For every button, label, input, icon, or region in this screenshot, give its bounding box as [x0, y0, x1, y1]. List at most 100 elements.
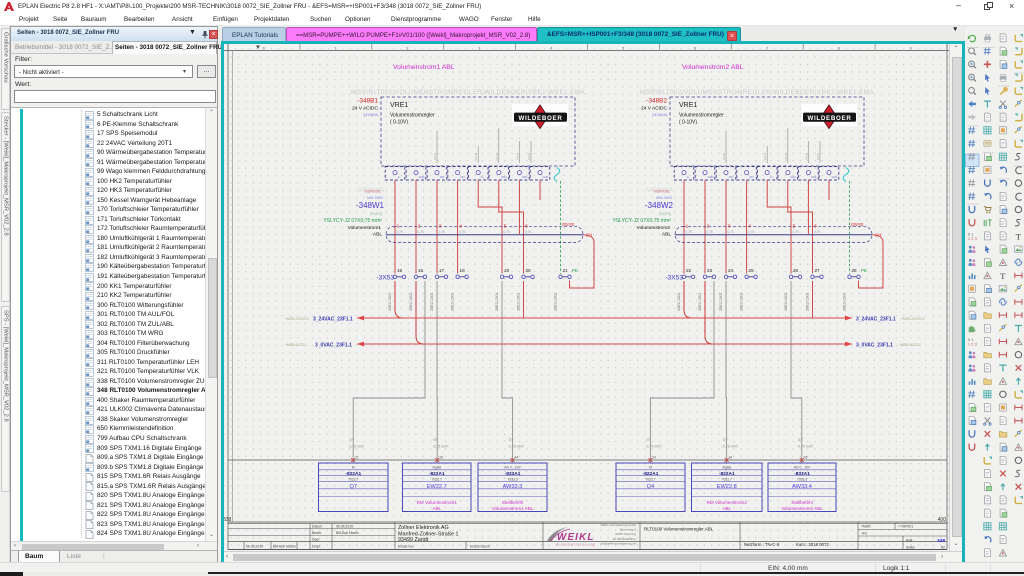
svg-text:20E2-1301: 20E2-1301: [451, 292, 455, 311]
svg-text:5: 5: [793, 223, 796, 229]
svg-text:GND: GND: [419, 175, 425, 179]
svg-text:2: 2: [707, 223, 710, 229]
svg-text:-348W2: -348W2: [645, 201, 674, 210]
svg-text:Stellbefehl: Stellbefehl: [791, 500, 812, 505]
svg-text:GN2: GN2: [501, 175, 507, 179]
svg-text:Volumenstrom1 ABL: Volumenstrom1 ABL: [492, 506, 534, 511]
svg-text:10V: 10V: [729, 175, 734, 179]
svg-text:7033.3: 7033.3: [507, 478, 517, 482]
svg-text:1+: 1+: [687, 175, 690, 179]
svg-text:93455 Traitsching: 93455 Traitsching: [616, 532, 637, 536]
svg-text:7022.7: 7022.7: [722, 478, 732, 482]
svg-text:Vol.str: Vol.str: [804, 153, 808, 160]
svg-text:YSLYCY-JZ 07X0,75 mm²: YSLYCY-JZ 07X0,75 mm²: [612, 218, 671, 224]
svg-text:RM Volumenstrom1: RM Volumenstrom1: [417, 500, 458, 505]
svg-text:3_0VAC_23F1.1: 3_0VAC_23F1.1: [856, 342, 893, 348]
svg-text:V+: V+: [481, 175, 485, 179]
svg-text:3: 3: [478, 45, 481, 50]
svg-text:WILDEBOER: WILDEBOER: [807, 115, 851, 122]
svg-text:20E2-1301: 20E2-1301: [495, 292, 499, 311]
svg-text:Tel: 09974/394930-0: Tel: 09974/394930-0: [612, 537, 636, 541]
svg-text:6: 6: [525, 223, 528, 229]
svg-text:Q4: Q4: [647, 484, 654, 490]
svg-text:Vol.str: Vol.str: [474, 153, 478, 160]
svg-text:YSLYCY-JZ 07X0,75 mm²: YSLYCY-JZ 07X0,75 mm²: [323, 218, 382, 224]
svg-text:Stellbefehl: Stellbefehl: [502, 500, 523, 505]
svg-text:Gepr.: Gepr.: [312, 537, 320, 541]
svg-text:2: 2: [418, 223, 421, 229]
svg-text:3: 3: [728, 223, 731, 229]
svg-text:Volumenstrom1: Volumenstrom1: [348, 225, 382, 231]
svg-text:0,75: 0,75: [504, 230, 510, 234]
svg-text:SH: SH: [875, 233, 881, 238]
svg-text:20E2-1301: 20E2-1301: [517, 292, 521, 311]
svg-text:Vol.str: Vol.str: [784, 153, 788, 160]
svg-text:24 V AC/DC: 24 V AC/DC: [352, 106, 378, 112]
svg-text:GN2: GN2: [790, 175, 796, 179]
svg-text:-348W1: -348W1: [356, 201, 385, 210]
svg-text:20E2-1301: 20E2-1301: [677, 292, 681, 311]
svg-text:VAWм/A: VAWм/A: [646, 187, 673, 194]
svg-text:0,75: 0,75: [707, 230, 713, 234]
svg-text:+MSR-24V/23.2: +MSR-24V/23.2: [901, 317, 925, 321]
svg-text:3_0VAC_23F1.1: 3_0VAC_23F1.1: [315, 342, 352, 348]
svg-text:GN3: GN3: [522, 175, 528, 179]
svg-text:BM-Bori Martin: BM-Bori Martin: [273, 545, 296, 549]
svg-text:0,75 mm²: 0,75 mm²: [646, 445, 662, 449]
svg-text:46: 46: [804, 456, 808, 460]
svg-text:Vol.str: Vol.str: [763, 153, 767, 160]
svg-text:0,75: 0,75: [814, 230, 820, 234]
svg-text:VRE1: VRE1: [679, 102, 697, 109]
svg-text:Blatt: Blatt: [906, 539, 912, 543]
svg-text:Bearb.: Bearb.: [312, 531, 322, 535]
svg-text:Volumenstrom2 ABL: Volumenstrom2 ABL: [682, 64, 744, 71]
svg-text:=MSR: =MSR: [861, 525, 871, 529]
svg-text:-833A1: -833A1: [794, 471, 810, 477]
svg-text:0,75 mm²: 0,75 mm²: [349, 445, 365, 449]
svg-text:-348B1: -348B1: [357, 98, 378, 105]
svg-text:AO 0...10V: AO 0...10V: [504, 466, 521, 470]
svg-text:Datum: Datum: [312, 525, 322, 529]
svg-text:24V/8VA: 24V/8VA: [652, 113, 667, 117]
svg-text:-822A1: -822A1: [719, 471, 735, 477]
svg-text:-822A1: -822A1: [345, 471, 361, 477]
svg-text:PE: PE: [572, 268, 578, 273]
svg-text:AO 0...10V: AO 0...10V: [794, 466, 811, 470]
svg-text:20E2-1301: 20E2-1301: [430, 292, 434, 311]
svg-text:AW33.4: AW33.4: [792, 484, 812, 490]
svg-text:ABL: ABL: [662, 232, 671, 238]
svg-text:Kom.: 3018 0072: Kom.: 3018 0072: [796, 542, 829, 547]
svg-text:[348.4]: [348.4]: [370, 212, 382, 216]
svg-text:Seiten: Seiten: [906, 546, 915, 550]
svg-text:Urspr.: Urspr.: [312, 545, 321, 549]
svg-text:ABL: ABL: [722, 506, 731, 511]
svg-text:GY: GY: [646, 438, 652, 442]
svg-text:8: 8: [838, 45, 841, 50]
svg-text:MSR\RLT001\VOLUMENSTROMREGLER\: MSR\RLT001\VOLUMENSTROMREGLER\WILDEBOER\…: [351, 89, 585, 96]
svg-text:1: 1: [686, 223, 689, 229]
svg-text:20E2-1301: 20E2-1301: [554, 292, 558, 311]
svg-text:1: 1: [397, 223, 400, 229]
svg-text:7: 7: [766, 45, 769, 50]
svg-text:3_24VAC_23F1.1: 3_24VAC_23F1.1: [856, 316, 896, 322]
svg-text:VRE1: VRE1: [390, 102, 408, 109]
svg-text:21: 21: [355, 456, 359, 460]
svg-text:M: M: [352, 466, 355, 470]
svg-text:52: 52: [941, 546, 945, 550]
svg-text:44: 44: [515, 456, 519, 460]
svg-text:4: 4: [459, 223, 462, 229]
svg-text:6: 6: [814, 223, 817, 229]
svg-text:24 V AC/DC: 24 V AC/DC: [641, 106, 667, 112]
svg-text:Automatisierung: Automatisierung: [555, 543, 596, 547]
svg-text:93499 Zandt: 93499 Zandt: [398, 537, 429, 543]
svg-text:RLT0100 Volumenstromregler ABL: RLT0100 Volumenstromregler ABL: [644, 527, 714, 532]
svg-text:Vol.str: Vol.str: [515, 153, 519, 160]
svg-text:20: 20: [525, 268, 531, 273]
svg-text:M: M: [649, 466, 652, 470]
svg-text:3_24VAC_23F1.1: 3_24VAC_23F1.1: [313, 316, 353, 322]
svg-text:GN4: GN4: [832, 175, 838, 179]
svg-text:7033.3: 7033.3: [797, 478, 807, 482]
svg-text:WEIKL Automatisierung GmbH: WEIKL Automatisierung GmbH: [600, 523, 636, 527]
svg-text:VAWм/A: VAWм/A: [357, 187, 384, 194]
svg-text:GN3: GN3: [811, 175, 817, 179]
